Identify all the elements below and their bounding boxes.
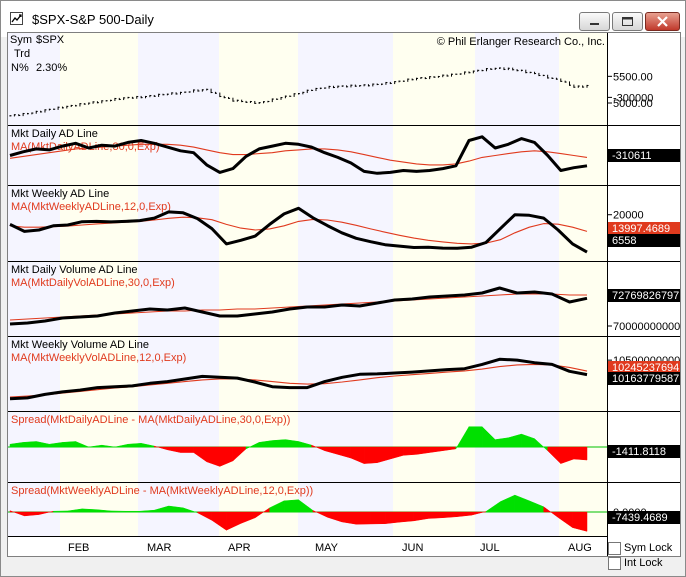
minimize-icon	[590, 23, 599, 25]
pane-title: Mkt Weekly Volume AD Line	[11, 339, 149, 351]
n-value: 2.30%	[36, 62, 67, 74]
spread-segment	[363, 446, 378, 464]
pane-title: Mkt Daily Volume AD Line	[11, 264, 138, 276]
spread-segment	[355, 511, 371, 525]
spread-segment	[468, 426, 483, 448]
pane-title: Spread(MktWeeklyADLine - MA(MktWeeklyADL…	[11, 485, 313, 497]
sym-lock-checkbox[interactable]	[608, 542, 621, 555]
series-line-mkt-daily-ad-line	[9, 135, 588, 175]
ma-line-ma-mktweeklyvoladline-12-0-exp	[9, 363, 588, 398]
spread-segment	[428, 511, 443, 519]
x-tick-feb: FEB	[68, 542, 89, 554]
spread-segment	[572, 511, 588, 532]
value-box-last-value	[608, 511, 680, 524]
value-box-text: 10245237694	[612, 362, 679, 374]
spread-segment	[62, 441, 76, 448]
pane-title: Spread(MktDailyADLine - MA(MktDailyADLin…	[11, 414, 290, 426]
spread-segment	[180, 446, 194, 453]
value-box-ma-value	[608, 222, 680, 235]
spread-segment	[341, 511, 357, 525]
y-tick-label: 5000.00	[613, 98, 653, 110]
sym-value: $SPX	[36, 34, 65, 46]
maximize-icon	[622, 17, 633, 26]
copyright-text: © Phil Erlanger Research Co., Inc.	[437, 36, 605, 48]
value-box-last-value	[608, 445, 680, 458]
x-tick-jun: JUN	[402, 542, 423, 554]
spread-segment	[399, 511, 415, 523]
y-tick-label: 20000	[613, 210, 644, 222]
value-box-text: -7439.4689	[612, 512, 668, 524]
x-tick-apr: APR	[228, 542, 251, 554]
value-box-text: 6558	[612, 235, 636, 247]
minimize-button[interactable]	[579, 12, 610, 31]
value-box-text: 10163779587	[612, 373, 679, 385]
pane-ma-label: MA(MktDailyVolADLine,30,0,Exp)	[11, 277, 175, 289]
spread-segment	[272, 439, 286, 448]
value-box-text: 72769826797	[612, 290, 679, 302]
value-box-last-value	[608, 289, 680, 302]
x-tick-may: MAY	[315, 542, 339, 554]
pane-spread-mktdailyadline-ma-mktdailyadline-30-0-exp: Spread(MktDailyADLine - MA(MktDailyADLin…	[8, 411, 680, 467]
value-box-last-value	[608, 372, 680, 385]
int-lock-label: Int Lock	[624, 557, 663, 569]
spread-segment	[384, 511, 400, 524]
close-icon	[657, 16, 668, 27]
spread-segment	[110, 510, 126, 513]
y-tick-label: 70000000000	[613, 321, 680, 333]
value-box-text: 13997.4689	[612, 223, 670, 235]
n-label: N%	[11, 62, 29, 74]
x-tick-aug: AUG	[568, 542, 592, 554]
pane-title: Mkt Daily AD Line	[11, 128, 98, 140]
value-box-text: -310611	[612, 150, 652, 162]
value-box-text: -1411.8118	[612, 446, 666, 458]
spread-segment	[370, 511, 386, 525]
x-tick-mar: MAR	[147, 542, 172, 554]
pane-mkt-daily-volume-ad-line: Mkt Daily Volume AD LineMA(MktDailyVolAD…	[8, 261, 680, 333]
value-box-last-value	[608, 234, 680, 247]
y-tick-label: -300000	[613, 92, 653, 104]
ma-line-ma-mktweeklyadline-12-0-exp	[9, 216, 588, 245]
sym-label: Sym	[10, 34, 32, 46]
spread-segment	[127, 443, 142, 448]
pane-title: Mkt Weekly AD Line	[11, 188, 109, 200]
month-band	[475, 33, 559, 536]
series-line-mkt-daily-volume-ad-line	[9, 286, 588, 326]
series-line-mkt-weekly-ad-line	[9, 206, 588, 254]
pane-mkt-weekly-ad-line: Mkt Weekly AD LineMA(MktWeeklyADLine,12,…	[8, 185, 680, 254]
spread-segment	[81, 508, 97, 513]
pane-ma-label: MA(MktWeeklyVolADLine,12,0,Exp)	[11, 352, 186, 364]
spread-segment	[283, 499, 299, 513]
value-box-ma-value	[608, 361, 680, 374]
title-bar[interactable]: $SPX-S&P 500-Daily	[1, 1, 685, 37]
chart-app-icon	[10, 12, 23, 25]
pane-spread-mktweeklyadline-ma-mktweeklyadline-12-0-exp: Spread(MktWeeklyADLine - MA(MktWeeklyADL…	[8, 482, 680, 532]
spread-segment	[494, 437, 509, 448]
sym-lock-label: Sym Lock	[624, 542, 673, 554]
pane-mkt-weekly-volume-ad-line: Mkt Weekly Volume AD LineMA(MktWeeklyVol…	[8, 336, 680, 401]
pane-ma-label: MA(MktWeeklyADLine,12,0,Exp)	[11, 201, 171, 213]
pane-spx-s-p-500-daily: 5500.00 5000.00	[9, 67, 653, 117]
spread-segment	[101, 444, 115, 448]
value-box-last-value	[608, 149, 680, 162]
pane-mkt-daily-ad-line: Mkt Daily AD LineMA(MktDailyADLine,30,0,…	[8, 92, 680, 175]
window-title: $SPX-S&P 500-Daily	[32, 12, 154, 27]
spread-segment	[403, 446, 417, 456]
close-button[interactable]	[645, 12, 680, 31]
y-tick-label: 5500.00	[613, 71, 653, 83]
spread-segment	[75, 441, 89, 448]
spread-segment	[573, 446, 588, 461]
maximize-button[interactable]	[612, 12, 643, 31]
month-band	[8, 33, 60, 536]
x-tick-jul: JUL	[480, 542, 500, 554]
trd-label: Trd	[14, 48, 30, 60]
spread-segment	[125, 510, 141, 513]
spread-segment	[53, 510, 68, 513]
series-line-mkt-weekly-volume-ad-line	[9, 357, 588, 401]
chart-plot-area[interactable]: 5500.00 5000.00 Mkt Daily AD Line MA(MktDai…	[7, 32, 681, 570]
int-lock-checkbox[interactable]	[608, 557, 621, 570]
spread-segment	[442, 511, 458, 518]
spread-segment	[22, 441, 37, 448]
